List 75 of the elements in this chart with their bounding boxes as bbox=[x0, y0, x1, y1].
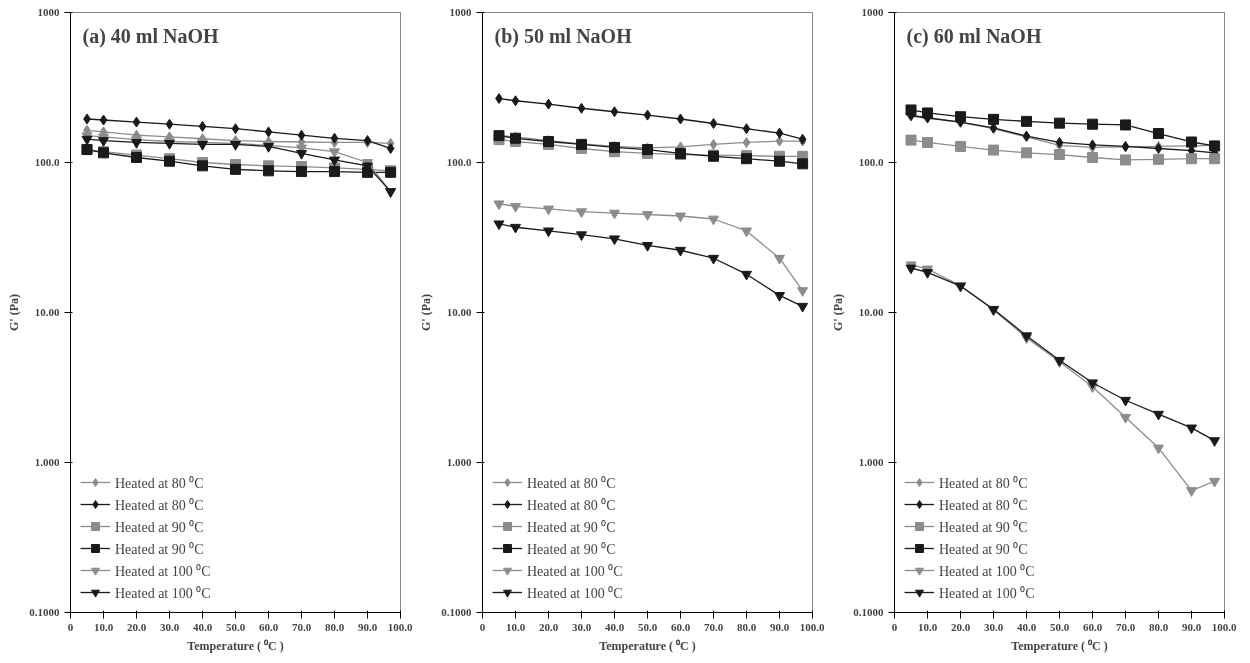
x-tick-label: 20.0 bbox=[950, 620, 971, 633]
x-tick-label: 70.0 bbox=[703, 620, 724, 633]
x-tick-label: 0 bbox=[67, 620, 74, 633]
legend-label: Heated at 90 ⁰C bbox=[939, 518, 1028, 536]
legend-label: Heated at 90 ⁰C bbox=[115, 518, 204, 536]
x-tick-label: 50.0 bbox=[225, 620, 246, 633]
x-tick-label: 80.0 bbox=[1148, 620, 1169, 633]
x-tick-label: 20.0 bbox=[538, 620, 559, 633]
x-axis-title: Temperature ( ⁰C ) bbox=[187, 638, 284, 653]
legend-label: Heated at 100 ⁰C bbox=[939, 584, 1035, 602]
y-tick-label: 1.000 bbox=[858, 456, 884, 468]
legend-label: Heated at 100 ⁰C bbox=[527, 562, 623, 580]
legend-label: Heated at 100 ⁰C bbox=[115, 562, 211, 580]
x-tick-label: 10.0 bbox=[505, 620, 526, 633]
x-tick-label: 10.0 bbox=[93, 620, 114, 633]
legend-label: Heated at 80 ⁰C bbox=[527, 496, 616, 514]
x-tick-label: 70.0 bbox=[1115, 620, 1136, 633]
x-tick-label: 100.0 bbox=[1211, 620, 1237, 633]
legend-label: Heated at 90 ⁰C bbox=[939, 540, 1028, 558]
x-axis-title: Temperature ( ⁰C ) bbox=[599, 638, 696, 653]
y-tick-label: 10.00 bbox=[858, 306, 884, 318]
x-tick-label: 30.0 bbox=[571, 620, 592, 633]
x-tick-label: 90.0 bbox=[1181, 620, 1202, 633]
x-tick-label: 40.0 bbox=[1016, 620, 1037, 633]
y-tick-label: 1.000 bbox=[34, 456, 60, 468]
y-tick-label: 1000 bbox=[37, 6, 60, 18]
legend-label: Heated at 90 ⁰C bbox=[527, 540, 616, 558]
y-tick-label: 100.0 bbox=[446, 156, 472, 168]
legend-label: Heated at 100 ⁰C bbox=[115, 584, 211, 602]
legend-label: Heated at 80 ⁰C bbox=[115, 496, 204, 514]
y-axis-title: G' (Pa) bbox=[419, 294, 434, 331]
legend-label: Heated at 90 ⁰C bbox=[527, 518, 616, 536]
x-tick-label: 50.0 bbox=[1049, 620, 1070, 633]
y-tick-label: 1000 bbox=[449, 6, 472, 18]
x-tick-label: 0 bbox=[891, 620, 898, 633]
y-tick-label: 0.1000 bbox=[853, 606, 884, 618]
x-tick-label: 90.0 bbox=[769, 620, 790, 633]
x-tick-label: 20.0 bbox=[126, 620, 147, 633]
x-tick-label: 70.0 bbox=[291, 620, 312, 633]
x-tick-label: 60.0 bbox=[258, 620, 279, 633]
y-tick-label: 10.00 bbox=[34, 306, 60, 318]
y-tick-label: 10.00 bbox=[446, 306, 472, 318]
legend-label: Heated at 100 ⁰C bbox=[939, 562, 1035, 580]
x-tick-label: 100.0 bbox=[799, 620, 825, 633]
x-tick-label: 60.0 bbox=[670, 620, 691, 633]
x-tick-label: 60.0 bbox=[1082, 620, 1103, 633]
y-tick-label: 100.0 bbox=[34, 156, 60, 168]
text: (b) 50 ml NaOH bbox=[494, 24, 633, 48]
x-tick-label: 10.0 bbox=[917, 620, 938, 633]
y-tick-label: 1.000 bbox=[446, 456, 472, 468]
text: (a) 40 ml NaOH bbox=[82, 24, 220, 48]
x-tick-label: 80.0 bbox=[324, 620, 345, 633]
legend-label: Heated at 80 ⁰C bbox=[939, 496, 1028, 514]
y-tick-label: 1000 bbox=[861, 6, 884, 18]
y-axis-title: G' (Pa) bbox=[7, 294, 22, 331]
x-tick-label: 80.0 bbox=[736, 620, 757, 633]
x-tick-label: 40.0 bbox=[604, 620, 625, 633]
legend-label: Heated at 90 ⁰C bbox=[115, 540, 204, 558]
x-tick-label: 0 bbox=[479, 620, 486, 633]
y-tick-label: 0.1000 bbox=[441, 606, 472, 618]
x-tick-label: 90.0 bbox=[357, 620, 378, 633]
text: (c) 60 ml NaOH bbox=[906, 24, 1042, 48]
x-axis-title: Temperature ( ⁰C ) bbox=[1011, 638, 1108, 653]
legend-label: Heated at 80 ⁰C bbox=[527, 474, 616, 492]
y-axis-title: G' (Pa) bbox=[831, 294, 846, 331]
x-tick-label: 30.0 bbox=[159, 620, 180, 633]
y-tick-label: 100.0 bbox=[858, 156, 884, 168]
legend-label: Heated at 80 ⁰C bbox=[115, 474, 204, 492]
x-tick-label: 40.0 bbox=[192, 620, 213, 633]
legend-label: Heated at 100 ⁰C bbox=[527, 584, 623, 602]
x-tick-label: 50.0 bbox=[637, 620, 658, 633]
x-tick-label: 30.0 bbox=[983, 620, 1004, 633]
y-tick-label: 0.1000 bbox=[29, 606, 60, 618]
legend-label: Heated at 80 ⁰C bbox=[939, 474, 1028, 492]
x-tick-label: 100.0 bbox=[387, 620, 413, 633]
